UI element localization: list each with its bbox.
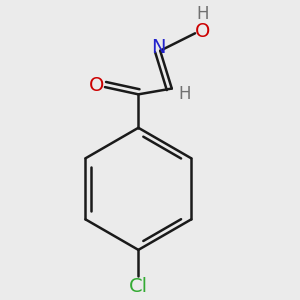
Text: N: N (152, 38, 166, 57)
Text: Cl: Cl (129, 277, 148, 296)
Text: O: O (195, 22, 210, 41)
Text: H: H (196, 5, 208, 23)
Text: H: H (178, 85, 191, 103)
Text: O: O (88, 76, 104, 95)
